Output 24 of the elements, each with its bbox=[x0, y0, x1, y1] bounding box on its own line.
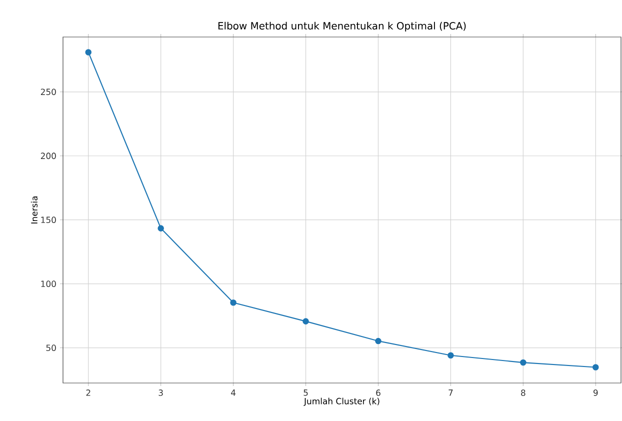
x-tick-label: 6 bbox=[376, 390, 380, 396]
y-axis-title: Inersia bbox=[30, 196, 38, 224]
x-tick-label: 5 bbox=[304, 390, 308, 396]
x-tick-label: 8 bbox=[521, 390, 526, 396]
y-tick-label: 100 bbox=[41, 280, 56, 288]
x-tick-label: 3 bbox=[158, 390, 163, 396]
y-tick-label: 200 bbox=[40, 152, 56, 160]
point bbox=[158, 225, 164, 232]
x-tick-label: 9 bbox=[593, 390, 598, 396]
point bbox=[520, 359, 526, 366]
y-tick-label: 150 bbox=[41, 216, 56, 224]
x-tick-label: 4 bbox=[231, 390, 236, 396]
x-axis-title: Jumlah Cluster (k) bbox=[304, 398, 380, 406]
chart-title: Elbow Method untuk Menentukan k Optimal (PCA) bbox=[218, 22, 466, 32]
y-tick-label: 50 bbox=[46, 344, 56, 352]
point bbox=[448, 352, 454, 359]
point bbox=[302, 318, 309, 324]
y-tick-label: 250 bbox=[40, 88, 56, 96]
x-tick-label: 7 bbox=[448, 390, 453, 396]
point bbox=[375, 338, 382, 344]
point bbox=[230, 300, 236, 306]
point bbox=[85, 49, 92, 56]
x-tick-label: 2 bbox=[86, 390, 90, 396]
point bbox=[592, 364, 599, 370]
